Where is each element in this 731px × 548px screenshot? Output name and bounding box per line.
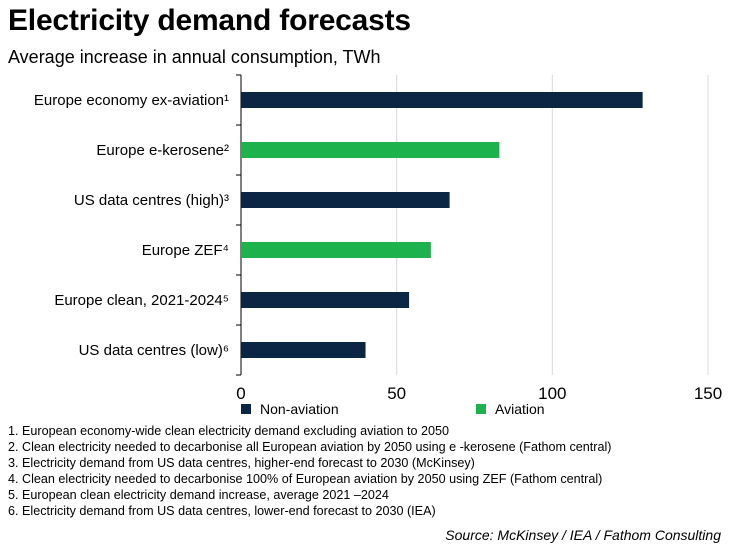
category-label: US data centres (high)³ bbox=[74, 192, 229, 209]
footnote: 3. Electricity demand from US data centr… bbox=[8, 456, 475, 470]
x-tick-label: 150 bbox=[694, 384, 722, 403]
category-label: Europe e-kerosene² bbox=[96, 142, 229, 159]
bar bbox=[241, 292, 410, 308]
legend-label-aviation: Aviation bbox=[495, 401, 545, 417]
legend-swatch-non-aviation bbox=[241, 404, 251, 414]
legend-swatch-aviation bbox=[476, 404, 486, 414]
source-note: Source: McKinsey / IEA / Fathom Consulti… bbox=[445, 527, 721, 543]
x-tick-label: 50 bbox=[387, 384, 406, 403]
category-label: Europe clean, 2021-2024⁵ bbox=[54, 292, 229, 309]
bar bbox=[241, 342, 366, 358]
category-label: US data centres (low)⁶ bbox=[79, 342, 229, 359]
footnote: 5. European clean electricity demand inc… bbox=[8, 488, 389, 502]
legend-label-non-aviation: Non-aviation bbox=[260, 401, 339, 417]
bar bbox=[241, 92, 643, 108]
legend-item-non-aviation: Non-aviation bbox=[241, 401, 339, 417]
footnotes: 1. European economy-wide clean electrici… bbox=[8, 423, 611, 519]
category-label: Europe economy ex-aviation¹ bbox=[34, 92, 229, 109]
x-tick-label: 100 bbox=[538, 384, 566, 403]
bar bbox=[241, 242, 431, 258]
bar bbox=[241, 142, 500, 158]
x-tick-label: 0 bbox=[236, 384, 245, 403]
footnote: 1. European economy-wide clean electrici… bbox=[8, 424, 450, 438]
chart-title: Electricity demand forecasts bbox=[8, 4, 411, 37]
footnote: 2. Clean electricity needed to decarboni… bbox=[8, 440, 612, 454]
bar bbox=[241, 192, 450, 208]
chart-subtitle: Average increase in annual consumption, … bbox=[8, 47, 381, 67]
legend-item-aviation: Aviation bbox=[476, 401, 545, 417]
footnote: 6. Electricity demand from US data centr… bbox=[8, 504, 436, 518]
footnote: 4. Clean electricity needed to decarboni… bbox=[8, 472, 603, 486]
category-label: Europe ZEF⁴ bbox=[142, 242, 229, 259]
